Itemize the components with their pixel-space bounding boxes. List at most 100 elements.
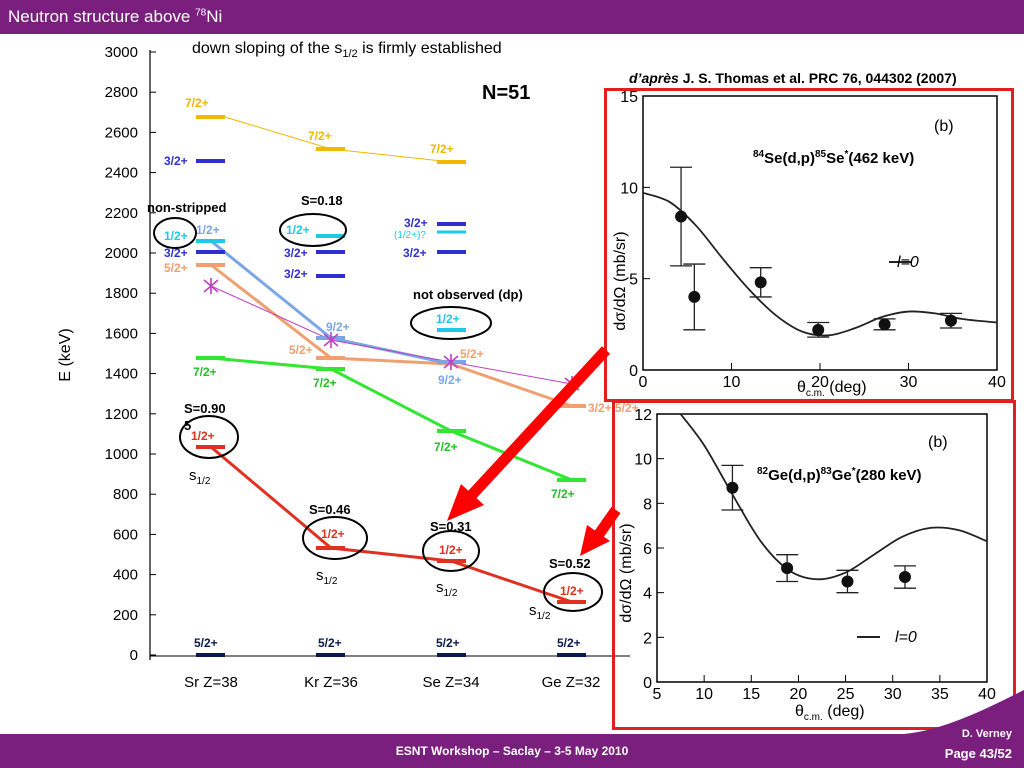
slide-title: Neutron structure above 78Ni [8,7,223,26]
y-tick-label: 800 [113,486,138,503]
label-sr-1-2: 1/2+ [164,229,188,243]
footer-swoosh [904,690,1024,734]
header-tail: is firmly established [357,40,502,57]
plot-bottom-ylabel: dσ/dΩ (mb/sr) [618,523,635,622]
y-tick-group: 0 200 400 600 800 1000 1200 1400 1600 1800 2000 220… [105,44,156,664]
x-tick-label: 30 [900,374,918,391]
x-tick-label: 20 [790,686,808,703]
footer-bar: ESNT Workshop – Saclay – 3-5 May 2010 D.… [0,728,1024,768]
label-se-1-2-low: 1/2+ [439,543,463,557]
label-kr-5-2-gs: 5/2+ [318,636,342,650]
cross-section-plot-bottom: 5 10 15 20 25 30 35 40 0 2 4 6 8 10 12 (b) 82Ge(d,p)83… [618,407,996,723]
y-tick-label: 600 [113,526,138,543]
x-tick-label: 0 [639,374,648,391]
ellipse-kr [302,516,368,560]
y-tick-label: 2 [643,630,652,647]
s-half-kr: s1/2 [316,567,338,587]
star-marker-kr [323,332,339,348]
data-point [898,571,911,584]
label-sr-3-2: 3/2+ [164,246,188,260]
x-tick-label: 10 [695,686,713,703]
label-sr-5-2-gs: 5/2+ [194,636,218,650]
y-tick-label: 2400 [105,165,138,182]
plot-bottom-axes: 5 10 15 20 25 30 35 40 0 2 4 6 8 10 12 [634,407,996,703]
isotope-label-se: Se Z=34 [422,674,479,691]
label-se-7-2-top: 7/2+ [430,142,454,156]
title-bar: Neutron structure above 78Ni [0,0,1024,34]
label-se-3-2b: 3/2+ [403,246,427,260]
ellipse-ge [543,572,603,612]
label-kr-5-2: 5/2+ [289,343,313,357]
y-tick-label: 1000 [105,446,138,463]
plot-top-axes: 0 10 20 30 40 0 5 10 15 [620,91,1006,391]
trend-line-non-stripped [210,285,573,385]
label-se-1-2-not-observed: 1/2+ [436,312,460,326]
data-point [688,290,701,303]
label-ge-1-2-low: 1/2+ [560,584,584,598]
x-tick-label: 15 [742,686,760,703]
label-ge-7-2: 7/2+ [551,487,575,501]
s-half-labels: s1/2 s1/2 s1/2 s1/2 [189,467,551,622]
x-tick-label: 10 [723,374,741,391]
data-point [726,481,739,494]
x-tick-label: 25 [837,686,855,703]
ellipse-group [153,213,603,612]
y-tick-label: 2800 [105,84,138,101]
annotation-s-se: S=0.31 [430,519,472,534]
label-kr-1-2-low: 1/2+ [321,527,345,541]
x-tick-label: 40 [978,686,996,703]
label-se-5-2: 5/2+ [460,347,484,361]
plot-bottom-points [721,464,916,594]
star-marker-se [443,354,459,370]
y-tick-label: 12 [634,407,652,424]
y-axis-label: E (keV) [57,328,74,381]
header-subscript: 1/2 [342,48,358,61]
y-tick-label: 3000 [105,44,138,61]
y-tick-label: 0 [629,363,638,380]
annotation-s-kr: S=0.46 [309,502,351,517]
s-half-se: s1/2 [436,579,458,599]
plot-top-reaction: 84Se(d,p)85Se*(462 keV) [753,149,914,167]
s-half-ge: s1/2 [529,602,551,622]
label-sr-5-2: 5/2+ [164,261,188,275]
label-kr-3-2b: 3/2+ [284,267,308,281]
y-tick-label: 4 [643,586,652,603]
y-tick-label: 5 [629,272,638,289]
annotation-non-stripped: non-stripped [147,200,226,215]
label-se-7-2: 7/2+ [434,440,458,454]
level-scheme: 0 200 400 600 800 1000 1200 1400 1600 1800 2000 220… [57,44,639,691]
footer-conference: ESNT Workshop – Saclay – 3-5 May 2010 [395,744,629,758]
arrow-bottom-head [580,525,610,556]
x-tick-label: 35 [931,686,949,703]
y-tick-label: 8 [643,496,652,513]
y-tick-label: 2000 [105,245,138,262]
data-point [841,575,854,588]
label-se-5-2-gs: 5/2+ [436,636,460,650]
label-sr-3-2-top: 3/2+ [164,154,188,168]
plot-bottom-reaction: 82Ge(d,p)83Ge*(280 keV) [757,466,922,484]
label-sr-1-2-low: 1/2+ [191,429,215,443]
reference: d’après J. S. Thomas et al. PRC 76, 0443… [629,68,989,88]
x-tick-label: 20 [811,374,829,391]
plot-top-panel-label: (b) [934,118,954,135]
y-tick-label: 200 [113,607,138,624]
plot-top-legend: l=0 [897,254,919,271]
label-se-3-2a: 3/2+ [404,216,428,230]
label-sr-1-2-b: 1/2+ [196,223,220,237]
annotation-s-ge: S=0.52 [549,556,591,571]
ellipse-kr-top [279,213,347,247]
cross-section-plot-top: 0 10 20 30 40 0 5 10 15 (b) 84Se(d,p)85Se*(462 k… [612,91,1006,397]
plot-top-points [670,166,962,338]
y-tick-label: 1400 [105,366,138,383]
reference-prefix: d’après [629,70,679,86]
isotope-label-kr: Kr Z=36 [304,674,358,691]
plot-top-ylabel: dσ/dΩ (mb/sr) [612,231,629,330]
y-tick-label: 0 [643,675,652,692]
x-tick-label: 40 [988,374,1006,391]
plot-bottom-xlabel: θc.m. (deg) [795,703,865,723]
y-tick-label: 400 [113,567,138,584]
label-kr-1-2: 1/2+ [286,223,310,237]
arrow-top-shaft [465,346,611,501]
trend-line-5-2 [210,263,573,408]
